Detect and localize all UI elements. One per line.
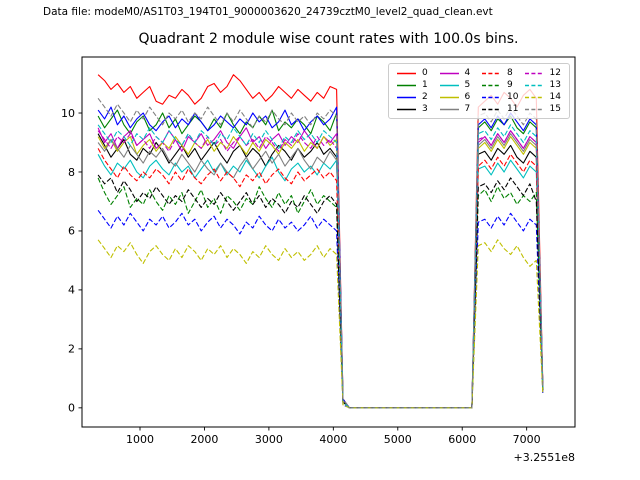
- legend-label: 5: [464, 80, 471, 90]
- y-tick-label-4: 4: [68, 284, 75, 297]
- legend-sample-line-12: [524, 72, 544, 74]
- legend-sample-line-2: [397, 96, 416, 98]
- x-tick-label-6000: 6000: [448, 433, 476, 446]
- legend-label: 11: [507, 104, 519, 114]
- y-tick-label-2: 2: [68, 343, 75, 356]
- axes-spines: [81, 56, 576, 428]
- legend-label: 15: [549, 104, 561, 114]
- legend-sample-line-1: [397, 84, 416, 86]
- legend-sample-line-6: [439, 96, 459, 98]
- legend-item-14: 14: [524, 92, 563, 102]
- data-file-label: Data file: modeM0/AS1T03_194T01_90000036…: [43, 6, 493, 18]
- legend-sample-line-10: [482, 96, 501, 98]
- y-tick-label-8: 8: [68, 166, 75, 179]
- legend-label: 7: [464, 104, 471, 114]
- legend-box: 0 4 8 12 1 5 9 13 2 6 10 14 3 7 11 15: [388, 63, 570, 119]
- y-tick-label-10: 10: [61, 107, 75, 120]
- y-tick-label-0: 0: [68, 402, 75, 415]
- legend-item-15: 15: [524, 104, 563, 114]
- legend-item-11: 11: [481, 104, 520, 114]
- legend-label: 9: [507, 80, 513, 90]
- series-line-8: [97, 148, 544, 409]
- legend-item-2: 2: [396, 92, 435, 102]
- legend-sample-line-13: [524, 84, 544, 86]
- legend-sample-line-4: [439, 72, 459, 74]
- legend-item-12: 12: [524, 68, 563, 78]
- legend-item-6: 6: [439, 92, 478, 102]
- legend-sample-line-11: [482, 108, 501, 110]
- legend-item-4: 4: [439, 68, 478, 78]
- x-tick-label-2000: 2000: [190, 433, 218, 446]
- legend-item-9: 9: [481, 80, 520, 90]
- legend-sample-line-3: [397, 108, 416, 110]
- legend-item-13: 13: [524, 80, 563, 90]
- legend-label: 1: [422, 80, 428, 90]
- y-tick-label-6: 6: [68, 225, 75, 238]
- x-tick-label-4000: 4000: [319, 433, 347, 446]
- x-tick-label-7000: 7000: [513, 433, 541, 446]
- legend-label: 2: [422, 92, 428, 102]
- legend-label: 12: [549, 68, 561, 78]
- legend-label: 3: [422, 104, 428, 114]
- legend-item-8: 8: [481, 68, 520, 78]
- legend-item-10: 10: [481, 92, 520, 102]
- legend-item-1: 1: [396, 80, 435, 90]
- series-line-15: [97, 97, 544, 409]
- legend-label: 0: [422, 68, 428, 78]
- legend-label: 14: [549, 92, 561, 102]
- legend-sample-line-15: [524, 108, 544, 110]
- x-tick-label-3000: 3000: [255, 433, 283, 446]
- legend-item-3: 3: [396, 104, 435, 114]
- legend-sample-line-5: [439, 84, 459, 86]
- legend-item-0: 0: [396, 68, 435, 78]
- legend-sample-line-14: [524, 96, 544, 98]
- legend-label: 6: [464, 92, 471, 102]
- legend-sample-line-9: [482, 84, 501, 86]
- legend-sample-line-8: [482, 72, 501, 74]
- legend-sample-line-0: [397, 72, 416, 74]
- legend-item-7: 7: [439, 104, 478, 114]
- x-tick-label-5000: 5000: [384, 433, 412, 446]
- legend-label: 8: [507, 68, 513, 78]
- legend-item-5: 5: [439, 80, 478, 90]
- legend-label: 13: [549, 80, 561, 90]
- chart-title: Quadrant 2 module wise count rates with …: [138, 31, 519, 47]
- legend-label: 10: [507, 92, 519, 102]
- legend-sample-line-7: [439, 108, 459, 110]
- legend-label: 4: [464, 68, 471, 78]
- x-tick-label-1000: 1000: [126, 433, 154, 446]
- x-axis-offset-label: +3.2551e8: [513, 451, 575, 464]
